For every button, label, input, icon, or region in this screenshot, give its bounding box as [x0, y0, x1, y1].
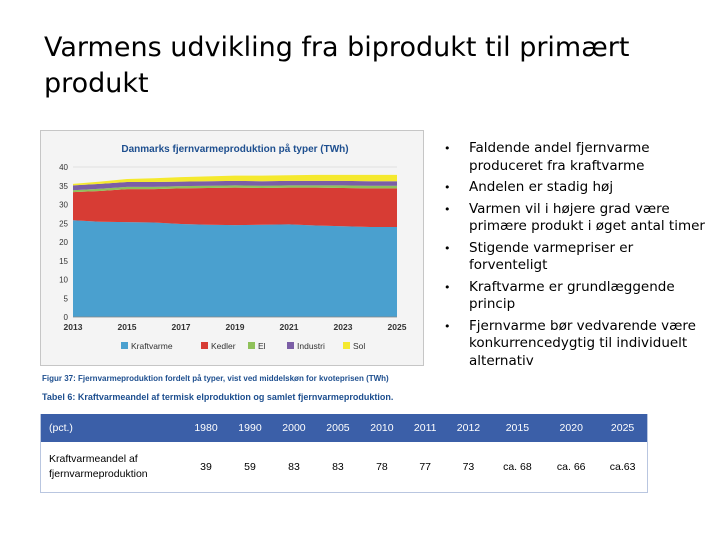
y-tick-label: 5 [64, 294, 69, 303]
table-cell: 73 [446, 442, 491, 493]
legend-label-sol: Sol [353, 341, 365, 351]
bullet-item: Andelen er stadig høj [444, 179, 712, 197]
bullet-item: Fjernvarme bør vedvarende være konkurren… [444, 318, 712, 371]
table-cell: ca.63 [598, 442, 648, 493]
legend-label-industri: Industri [297, 341, 325, 351]
table-cell: 59 [227, 442, 272, 493]
area-kedler [73, 187, 397, 227]
area-sol [73, 174, 397, 186]
y-tick-label: 30 [59, 201, 68, 210]
table-caption: Tabel 6: Kraftvarmeandel af termisk elpr… [42, 392, 394, 402]
legend-label-kedler: Kedler [211, 341, 236, 351]
table-corner-header: (pct.) [40, 414, 184, 442]
table-cell: 83 [315, 442, 360, 493]
table-cell: ca. 66 [544, 442, 599, 493]
table-column-header: 2015 [490, 414, 545, 442]
table-column-header: 1990 [227, 414, 272, 442]
y-tick-label: 20 [59, 238, 68, 247]
table-column-header: 2025 [598, 414, 648, 442]
table-column-header: 1980 [184, 414, 228, 442]
x-tick-label: 2013 [64, 322, 83, 332]
y-tick-label: 25 [59, 219, 68, 228]
y-tick-label: 35 [59, 182, 68, 191]
table-row-label: Kraftvarmeandel af fjernvarmeproduktion [40, 442, 184, 493]
x-tick-label: 2023 [334, 322, 353, 332]
table-column-header: 2005 [315, 414, 360, 442]
y-tick-label: 0 [64, 313, 69, 322]
table-cell: ca. 68 [490, 442, 545, 493]
y-tick-label: 10 [59, 276, 68, 285]
bullet-item: Varmen vil i højere grad være primære pr… [444, 201, 712, 236]
legend-swatch-sol [343, 342, 350, 349]
bullet-item: Kraftvarme er grundlæggende princip [444, 279, 712, 314]
bullet-item: Stigende varmepriser er forventeligt [444, 240, 712, 275]
table-cell: 83 [271, 442, 316, 493]
chart-title: Danmarks fjernvarmeproduktion på typer (… [121, 143, 348, 155]
x-tick-label: 2019 [226, 322, 245, 332]
chart-legend: Kraftvarme Kedler El Industri Sol [121, 341, 365, 351]
table-row: Kraftvarmeandel af fjernvarmeproduktion … [40, 442, 648, 493]
area-industri [73, 180, 397, 191]
bullet-item: Faldende andel fjernvarme produceret fra… [444, 140, 712, 175]
area-el [73, 185, 397, 193]
table-column-header: 2020 [544, 414, 599, 442]
table-cell: 39 [184, 442, 228, 493]
table-column-header: 2010 [359, 414, 404, 442]
chart-frame: Danmarks fjernvarmeproduktion på typer (… [40, 130, 424, 366]
x-tick-label: 2015 [118, 322, 137, 332]
y-tick-label: 15 [59, 257, 68, 266]
slide-title: Varmens udvikling fra biprodukt til prim… [44, 32, 630, 99]
legend-label-el: El [258, 341, 266, 351]
table-column-header: 2011 [403, 414, 447, 442]
legend-swatch-kraftvarme [121, 342, 128, 349]
y-tick-label: 40 [59, 163, 68, 172]
area-kraftvarme [73, 220, 397, 317]
chart-areas [73, 174, 397, 317]
legend-swatch-kedler [201, 342, 208, 349]
bullet-list: Faldende andel fjernvarme produceret fra… [444, 140, 712, 374]
legend-swatch-el [248, 342, 255, 349]
legend-label-kraftvarme: Kraftvarme [131, 341, 173, 351]
x-tick-label: 2021 [280, 322, 299, 332]
figure-caption: Figur 37: Fjernvarmeproduktion fordelt p… [42, 374, 389, 383]
table-column-header: 2012 [446, 414, 491, 442]
stacked-area-chart: Danmarks fjernvarmeproduktion på typer (… [59, 143, 407, 351]
table-header-row: (pct.) 1980 1990 2000 2005 2010 2011 201… [40, 414, 648, 442]
table-cell: 78 [359, 442, 404, 493]
table-cell: 77 [403, 442, 447, 493]
x-tick-label: 2025 [388, 322, 407, 332]
cogeneration-share-table: (pct.) 1980 1990 2000 2005 2010 2011 201… [40, 414, 648, 493]
x-tick-label: 2017 [172, 322, 191, 332]
legend-swatch-industri [287, 342, 294, 349]
table-column-header: 2000 [271, 414, 316, 442]
